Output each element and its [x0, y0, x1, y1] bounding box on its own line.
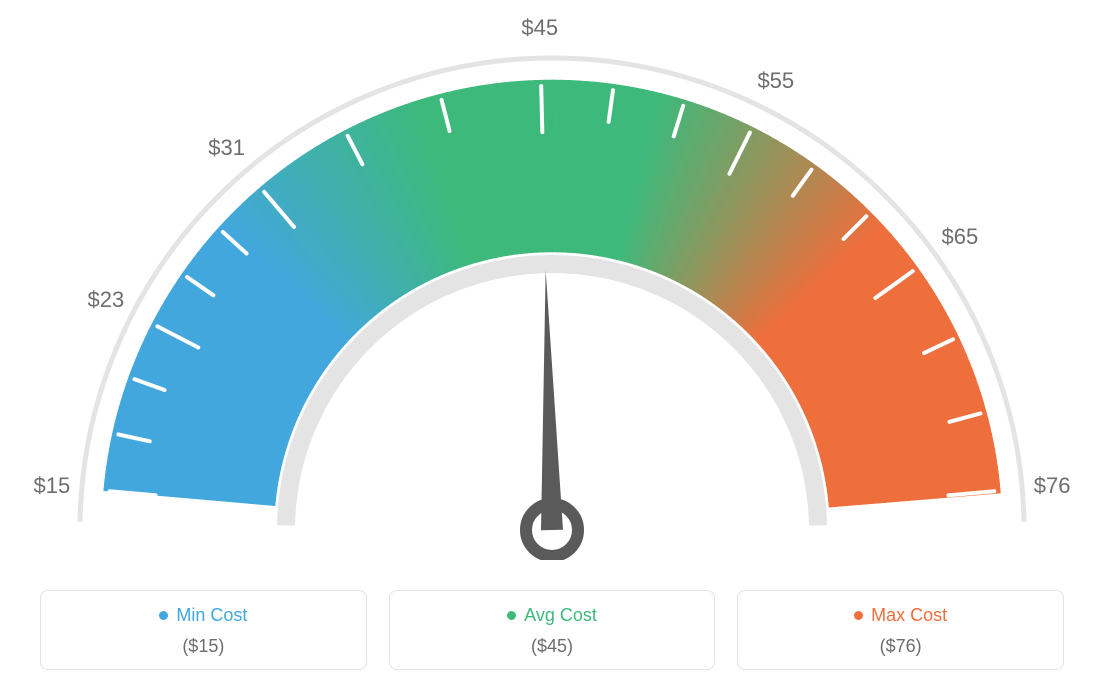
legend-label: Avg Cost: [507, 605, 597, 626]
legend-dot-icon: [507, 611, 516, 620]
legend-dot-icon: [159, 611, 168, 620]
gauge-svg: [0, 0, 1104, 560]
gauge-tick-label: $45: [521, 15, 558, 41]
legend-value: ($76): [738, 636, 1063, 657]
legend-dot-icon: [854, 611, 863, 620]
gauge-tick-label: $65: [942, 224, 979, 250]
gauge-chart: $15 $23 $31 $45 $55 $65 $76: [0, 0, 1104, 560]
gauge-needle: [541, 270, 563, 530]
legend-row: Min Cost ($15) Avg Cost ($45) Max Cost ($76): [40, 590, 1064, 670]
legend-label-text: Min Cost: [176, 605, 247, 626]
legend-card-min: Min Cost ($15): [40, 590, 367, 670]
gauge-tick-label: $15: [34, 473, 71, 499]
legend-label: Min Cost: [159, 605, 247, 626]
gauge-tick-label: $23: [88, 287, 125, 313]
legend-value: ($15): [41, 636, 366, 657]
legend-value: ($45): [390, 636, 715, 657]
gauge-tick-label: $55: [757, 68, 794, 94]
gauge-tick-label: $76: [1034, 473, 1071, 499]
legend-label-text: Avg Cost: [524, 605, 597, 626]
legend-label: Max Cost: [854, 605, 947, 626]
gauge-tick-label: $31: [208, 135, 245, 161]
legend-label-text: Max Cost: [871, 605, 947, 626]
legend-card-max: Max Cost ($76): [737, 590, 1064, 670]
legend-card-avg: Avg Cost ($45): [389, 590, 716, 670]
